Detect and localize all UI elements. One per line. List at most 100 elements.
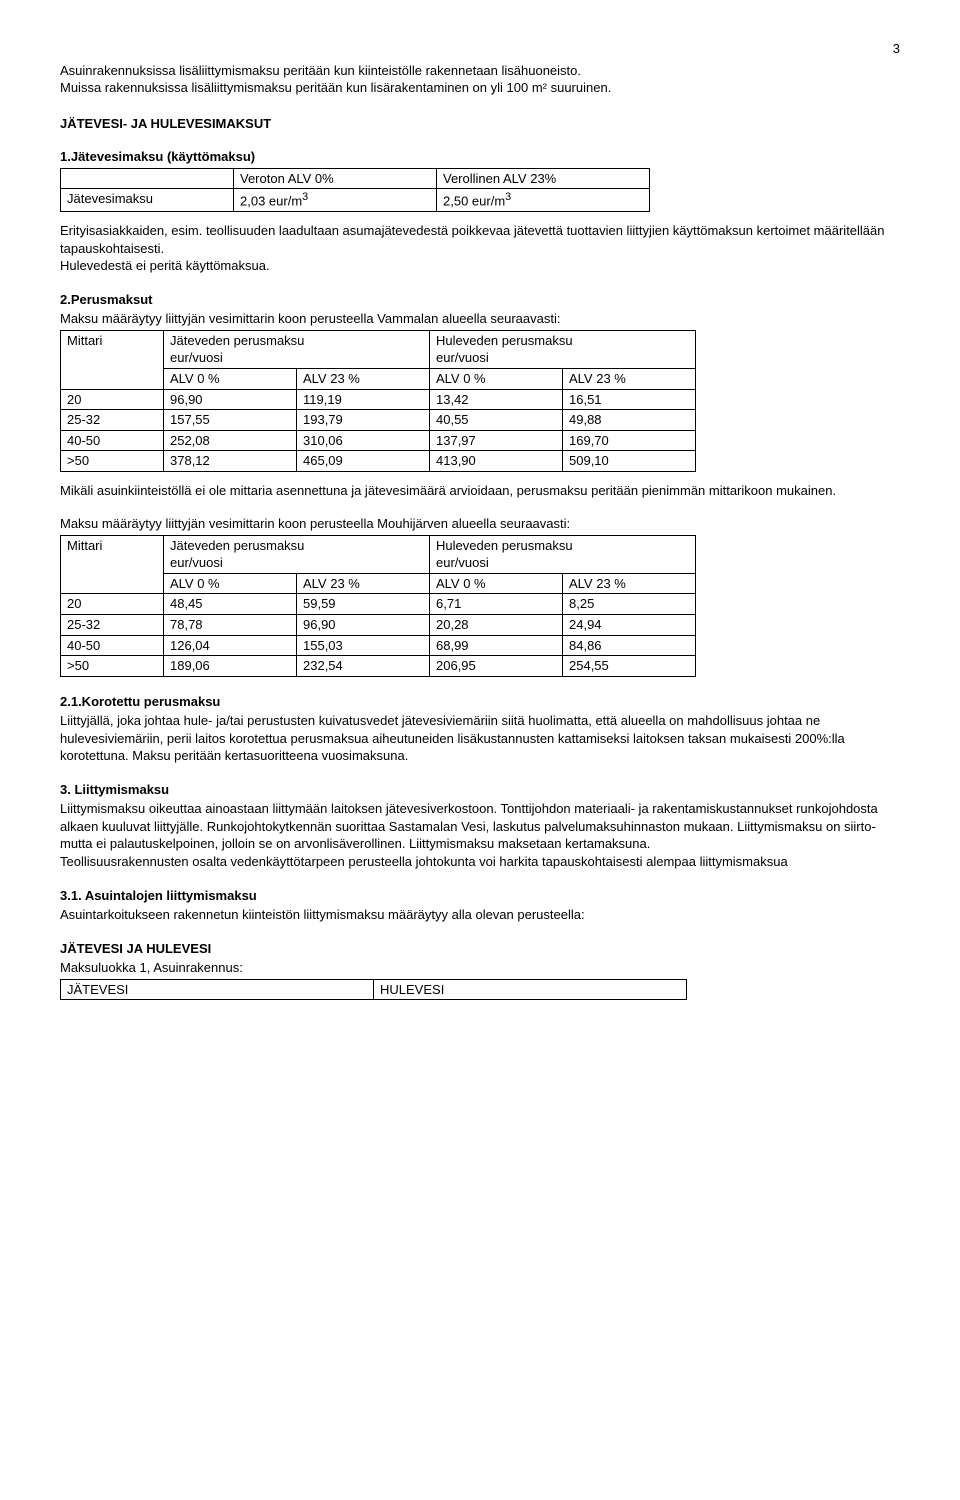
cell-value: 20 [61,594,164,615]
sec31-body: Asuintarkoitukseen rakennetun kiinteistö… [60,906,900,924]
sec1-para1: Erityisasiakkaiden, esim. teollisuuden l… [60,223,885,256]
sup: 3 [505,191,511,203]
cell-header: ALV 23 % [563,368,696,389]
val: 2,50 eur/m [443,194,505,209]
cell-header: Huleveden perusmaksu eur/vuosi [430,535,696,573]
table-row: JÄTEVESI HULEVESI [61,979,687,1000]
sup: 3 [302,191,308,203]
unit: eur/vuosi [170,350,223,365]
table-row: 25-3278,7896,9020,2824,94 [61,615,696,636]
table-row: 40-50126,04155,0368,9984,86 [61,635,696,656]
cell-value: 96,90 [164,389,297,410]
cell-value: 16,51 [563,389,696,410]
mouhi-table: Mittari Jäteveden perusmaksu eur/vuosi H… [60,535,696,677]
table-row: Jätevesimaksu 2,03 eur/m3 2,50 eur/m3 [61,189,650,212]
sec3-body1: Liittymismaksu oikeuttaa ainoastaan liit… [60,801,878,851]
cell-value: 155,03 [297,635,430,656]
cell-value: 252,08 [164,430,297,451]
cell-value: 6,71 [430,594,563,615]
cell-value: 78,78 [164,615,297,636]
cell-label: Jätevesimaksu [61,189,234,212]
cell-header: ALV 23 % [563,573,696,594]
hdr: Jäteveden perusmaksu [170,333,304,348]
cell-value: 25-32 [61,410,164,431]
vammala-table: Mittari Jäteveden perusmaksu eur/vuosi H… [60,330,696,472]
cell-value: 20 [61,389,164,410]
unit: eur/vuosi [436,555,489,570]
cell-value: 232,54 [297,656,430,677]
cell-header: Jäteveden perusmaksu eur/vuosi [164,330,430,368]
table-row: >50189,06232,54206,95254,55 [61,656,696,677]
cell-header: JÄTEVESI [61,979,374,1000]
table-row: >50378,12465,09413,90509,10 [61,451,696,472]
cell-value: 40-50 [61,430,164,451]
sec2-title: 2.Perusmaksut [60,291,900,309]
val: 2,03 eur/m [240,194,302,209]
sec1-para2: Hulevedestä ei peritä käyttömaksua. [60,258,270,273]
cell-header: Verollinen ALV 23% [437,168,650,189]
cell-header: ALV 0 % [430,573,563,594]
cell-header: Mittari [61,535,164,594]
cell-value: 20,28 [430,615,563,636]
intro-paragraph: Asuinrakennuksissa lisäliittymismaksu pe… [60,62,900,97]
cell-value: 40-50 [61,635,164,656]
cell-value: 126,04 [164,635,297,656]
cell-value: 189,06 [164,656,297,677]
cell-value: 40,55 [430,410,563,431]
footer-table: JÄTEVESI HULEVESI [60,979,687,1001]
cell-header: ALV 23 % [297,368,430,389]
page-number: 3 [60,40,900,58]
cell-header: Jäteveden perusmaksu eur/vuosi [164,535,430,573]
cell-header: Huleveden perusmaksu eur/vuosi [430,330,696,368]
cell-value: 509,10 [563,451,696,472]
table-row: 25-32157,55193,7940,5549,88 [61,410,696,431]
cell-header: Mittari [61,330,164,389]
sec1-title: 1.Jätevesimaksu (käyttömaksu) [60,148,900,166]
cell-value: 84,86 [563,635,696,656]
cell-value: 68,99 [430,635,563,656]
cell-value: 24,94 [563,615,696,636]
table-row: Mittari Jäteveden perusmaksu eur/vuosi H… [61,535,696,573]
sec2-note: Mikäli asuinkiinteistöllä ei ole mittari… [60,482,900,500]
cell-value: 193,79 [297,410,430,431]
cell-value: 25-32 [61,615,164,636]
sec21-body: Liittyjällä, joka johtaa hule- ja/tai pe… [60,712,900,765]
cell-value: 157,55 [164,410,297,431]
cell-value: >50 [61,451,164,472]
cell-header: ALV 0 % [164,368,297,389]
hdr: Jäteveden perusmaksu [170,538,304,553]
cell-value: 413,90 [430,451,563,472]
cell-value: 206,95 [430,656,563,677]
sec3-body: Liittymismaksu oikeuttaa ainoastaan liit… [60,800,900,870]
unit: eur/vuosi [436,350,489,365]
cell-header: HULEVESI [374,979,687,1000]
sec1-para: Erityisasiakkaiden, esim. teollisuuden l… [60,222,900,275]
kayttomaksu-table: Veroton ALV 0% Verollinen ALV 23% Jäteve… [60,168,650,212]
cell-value: 119,19 [297,389,430,410]
sec2-intro-vammala: Maksu määräytyy liittyjän vesimittarin k… [60,310,900,328]
hdr: Huleveden perusmaksu [436,538,573,553]
cell-value: 59,59 [297,594,430,615]
cell-value: 8,25 [563,594,696,615]
table-row: 40-50252,08310,06137,97169,70 [61,430,696,451]
jatevesi-heading: JÄTEVESI- JA HULEVESIMAKSUT [60,115,900,133]
cell-value: 96,90 [297,615,430,636]
cell-value: 169,70 [563,430,696,451]
unit: eur/vuosi [170,555,223,570]
cell-value: 310,06 [297,430,430,451]
table-row: 2048,4559,596,718,25 [61,594,696,615]
intro-line-2: Muissa rakennuksissa lisäliittymismaksu … [60,80,611,95]
cell-value: 465,09 [297,451,430,472]
cell-header: ALV 0 % [430,368,563,389]
cell-header: ALV 0 % [164,573,297,594]
cell-value: 2,03 eur/m3 [234,189,437,212]
table-row: Veroton ALV 0% Verollinen ALV 23% [61,168,650,189]
hdr: Huleveden perusmaksu [436,333,573,348]
cell-value: 378,12 [164,451,297,472]
cell-value: 137,97 [430,430,563,451]
cell-header: ALV 23 % [297,573,430,594]
sec2-intro-mouhi: Maksu määräytyy liittyjän vesimittarin k… [60,515,900,533]
table-row: 2096,90119,1913,4216,51 [61,389,696,410]
cell-empty [61,168,234,189]
cell-value: 48,45 [164,594,297,615]
